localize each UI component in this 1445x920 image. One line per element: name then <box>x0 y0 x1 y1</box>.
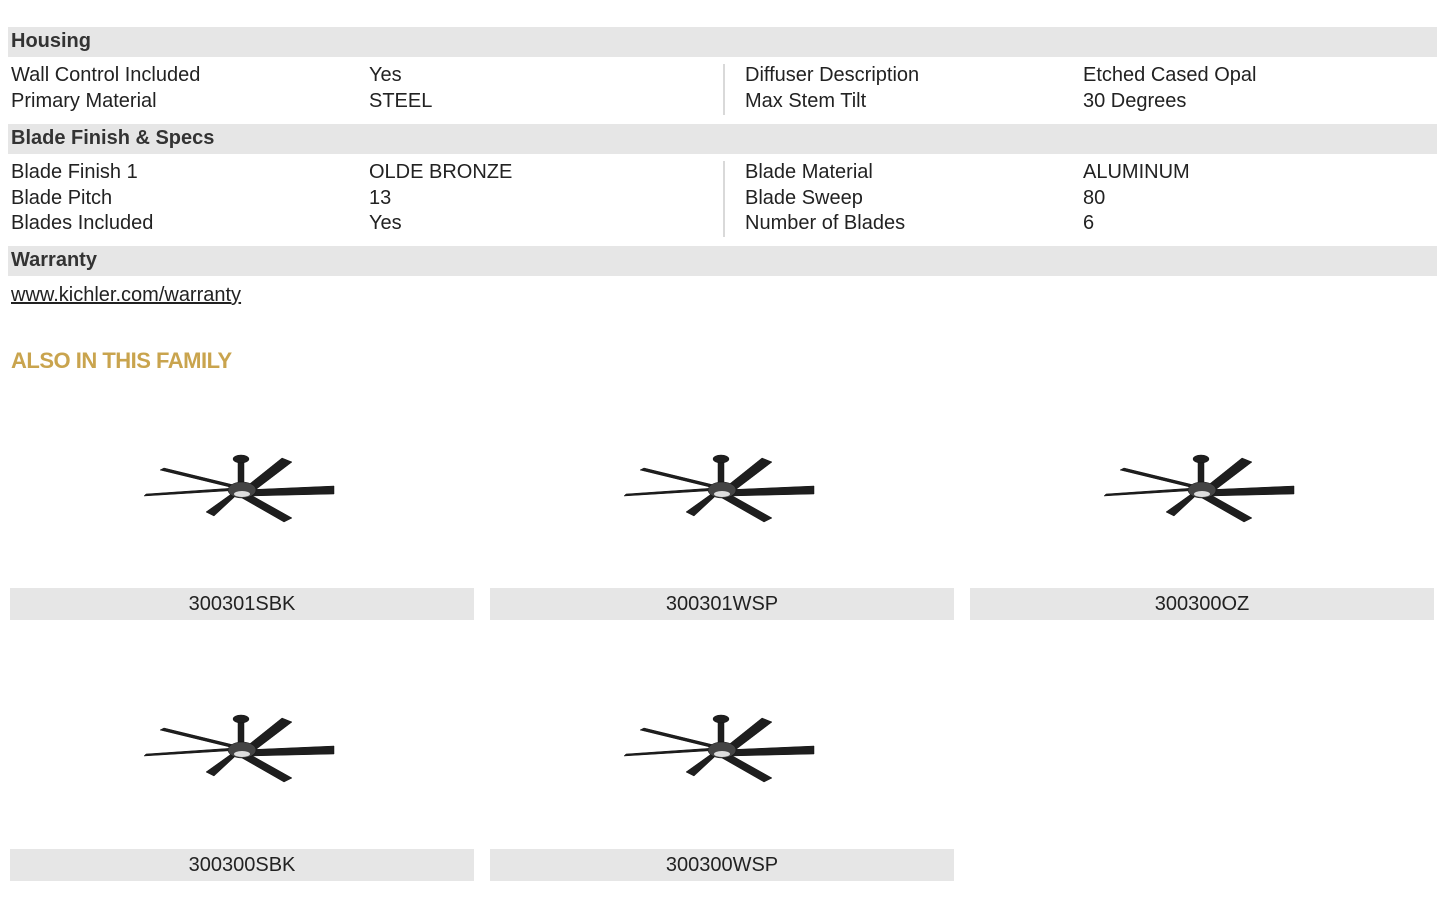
spec-row: Blade Pitch 13 Blade Sweep 80 <box>0 187 1445 213</box>
spec-label: Blade Finish 1 <box>11 161 138 183</box>
family-heading: ALSO IN THIS FAMILY <box>11 348 232 373</box>
spec-row: Wall Control Included Yes Diffuser Descr… <box>0 64 1445 90</box>
spec-label: Blade Pitch <box>11 186 113 209</box>
column-divider <box>723 161 725 237</box>
section-header-warranty: Warranty <box>8 246 1437 276</box>
warranty-link[interactable]: www.kichler.com/warranty <box>11 284 242 306</box>
sku-label[interactable]: 300300WSP <box>490 849 954 881</box>
spec-value: 30 Degrees <box>1083 89 1187 112</box>
spec-value: 80 <box>1083 186 1106 209</box>
spec-value: Etched Cased Opal <box>1083 64 1257 86</box>
spec-label: Blade Material <box>745 161 873 183</box>
spec-row: Blade Finish 1 OLDE BRONZE Blade Materia… <box>0 161 1445 187</box>
spec-label: Max Stem Tilt <box>745 89 867 112</box>
ceiling-fan-image <box>142 710 342 790</box>
spec-row: Primary Material STEEL Max Stem Tilt 30 … <box>0 90 1445 116</box>
spec-label: Wall Control Included <box>11 64 201 86</box>
ceiling-fan-image <box>622 450 822 530</box>
sku-label[interactable]: 300301WSP <box>490 588 954 620</box>
spec-row: Blades Included Yes Number of Blades 6 <box>0 212 1445 238</box>
ceiling-fan-image <box>622 710 822 790</box>
section-title: Blade Finish & Specs <box>11 127 215 149</box>
spec-value: 6 <box>1083 212 1095 234</box>
spec-label: Blades Included <box>11 212 154 234</box>
ceiling-fan-image <box>142 450 342 530</box>
housing-specs: Wall Control Included Yes Diffuser Descr… <box>0 64 1445 115</box>
spec-value: Yes <box>369 212 402 234</box>
spec-value: ALUMINUM <box>1083 161 1190 183</box>
section-header-housing: Housing <box>8 27 1437 57</box>
section-title: Warranty <box>11 249 97 271</box>
section-title: Housing <box>11 30 91 52</box>
spec-value: STEEL <box>369 89 433 112</box>
spec-label: Blade Sweep <box>745 186 863 209</box>
ceiling-fan-image <box>1102 450 1302 530</box>
section-header-blade: Blade Finish & Specs <box>8 124 1437 154</box>
sku-label[interactable]: 300300SBK <box>10 849 474 881</box>
blade-specs: Blade Finish 1 OLDE BRONZE Blade Materia… <box>0 161 1445 238</box>
spec-label: Number of Blades <box>745 212 906 234</box>
spec-value: 13 <box>369 186 392 209</box>
column-divider <box>723 64 725 115</box>
spec-label: Diffuser Description <box>745 64 920 86</box>
spec-label: Primary Material <box>11 89 157 112</box>
spec-value: OLDE BRONZE <box>369 161 513 183</box>
sku-label[interactable]: 300301SBK <box>10 588 474 620</box>
spec-value: Yes <box>369 64 402 86</box>
sku-label[interactable]: 300300OZ <box>970 588 1434 620</box>
